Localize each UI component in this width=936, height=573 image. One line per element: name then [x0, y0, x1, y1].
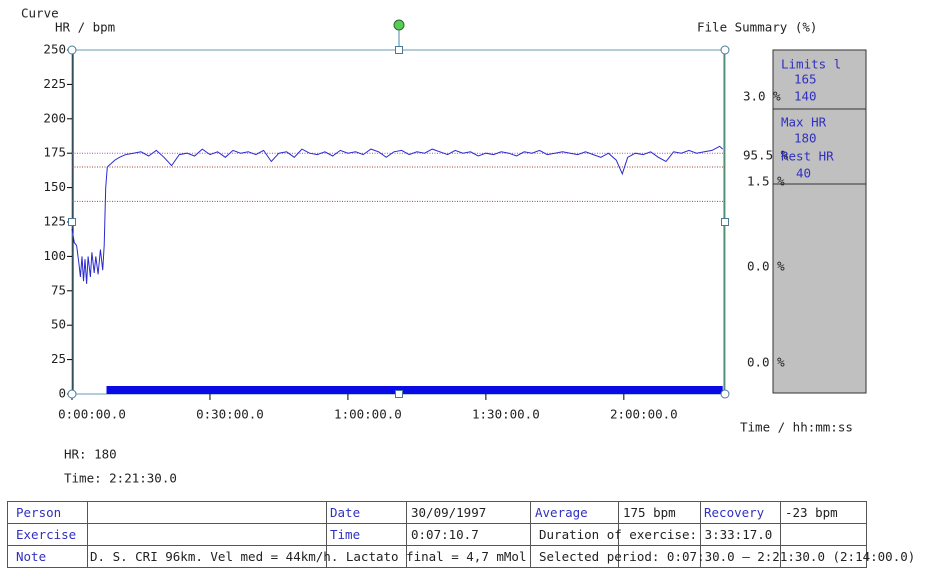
table-cell [780, 545, 867, 568]
y-tick-label: 150 [43, 179, 66, 194]
table-text: Exercise [16, 527, 77, 542]
y-tick-label: 100 [43, 248, 66, 263]
table-text: 0:07:10.7 [411, 527, 479, 542]
resize-handle[interactable] [721, 218, 729, 226]
table-text: Time [330, 527, 361, 542]
table-text: 30/09/1997 [411, 505, 487, 520]
table-cell [780, 523, 867, 546]
y-tick-label: 50 [51, 317, 66, 332]
x-tick-label: 2:00:00.0 [610, 407, 678, 422]
summary-text: Limits l [781, 57, 841, 72]
table-cell [87, 523, 327, 546]
y-tick-label: 0 [58, 386, 66, 401]
table-text: 175 bpm [623, 505, 676, 520]
resize-handle[interactable] [67, 45, 77, 55]
summary-text: 40 [796, 166, 811, 181]
x-tick-label: 0:30:00.0 [196, 407, 264, 422]
table-text: Note [16, 549, 47, 564]
summary-percent: 0.0 % [747, 355, 785, 370]
x-axis-label: Time / hh:mm:ss [740, 420, 853, 435]
summary-percent: 0.0 % [747, 259, 785, 274]
cursor-time: Time: 2:21:30.0 [64, 471, 177, 486]
y-tick-label: 175 [43, 145, 66, 160]
plot-frame [71, 49, 726, 395]
table-text: -23 bpm [785, 505, 838, 520]
table-text: Recovery [704, 505, 765, 520]
table-text: Date [330, 505, 361, 520]
y-tick-label: 125 [43, 214, 66, 229]
summary-box [772, 49, 867, 394]
resize-handle[interactable] [395, 390, 403, 398]
chart-title: Curve [21, 6, 59, 21]
summary-text: 180 [794, 131, 817, 146]
y-tick-label: 75 [51, 282, 66, 297]
resize-handle[interactable] [395, 46, 403, 54]
table-text: Average [535, 505, 588, 520]
summary-percent: 1.5 % [747, 174, 785, 189]
y-tick-label: 225 [43, 76, 66, 91]
resize-handle[interactable] [68, 218, 76, 226]
x-tick-label: 1:30:00.0 [472, 407, 540, 422]
y-axis-label: HR / bpm [55, 20, 115, 35]
summary-percent: 95.5 % [743, 148, 789, 163]
summary-text: 140 [794, 89, 817, 104]
hr-line [71, 145, 724, 284]
x-tick-label: 0:00:00.0 [58, 407, 126, 422]
summary-percent: 3.0 % [743, 89, 781, 104]
table-text: Selected period: 0:07:30.0 – 2:21:30.0 (… [539, 549, 916, 564]
summary-text: 165 [794, 72, 817, 87]
cursor-hr: HR: 180 [64, 447, 117, 462]
resize-handle[interactable] [720, 45, 730, 55]
y-tick-label: 200 [43, 110, 66, 125]
y-tick-label: 250 [43, 42, 66, 57]
summary-title: File Summary (%) [697, 20, 817, 35]
table-text: Duration of exercise: 3:33:17.0 [539, 527, 773, 542]
table-text: D. S. CRI 96km. Vel med = 44km/h. Lactat… [90, 549, 527, 564]
table-text: Person [16, 505, 62, 520]
y-tick-label: 25 [51, 351, 66, 366]
summary-text: Rest HR [781, 149, 834, 164]
x-tick-label: 1:00:00.0 [334, 407, 402, 422]
resize-handle[interactable] [720, 389, 730, 399]
selection-bar [106, 386, 723, 394]
rotate-handle[interactable] [393, 19, 405, 31]
summary-text: Max HR [781, 115, 827, 130]
resize-handle[interactable] [67, 389, 77, 399]
table-cell [87, 501, 327, 524]
